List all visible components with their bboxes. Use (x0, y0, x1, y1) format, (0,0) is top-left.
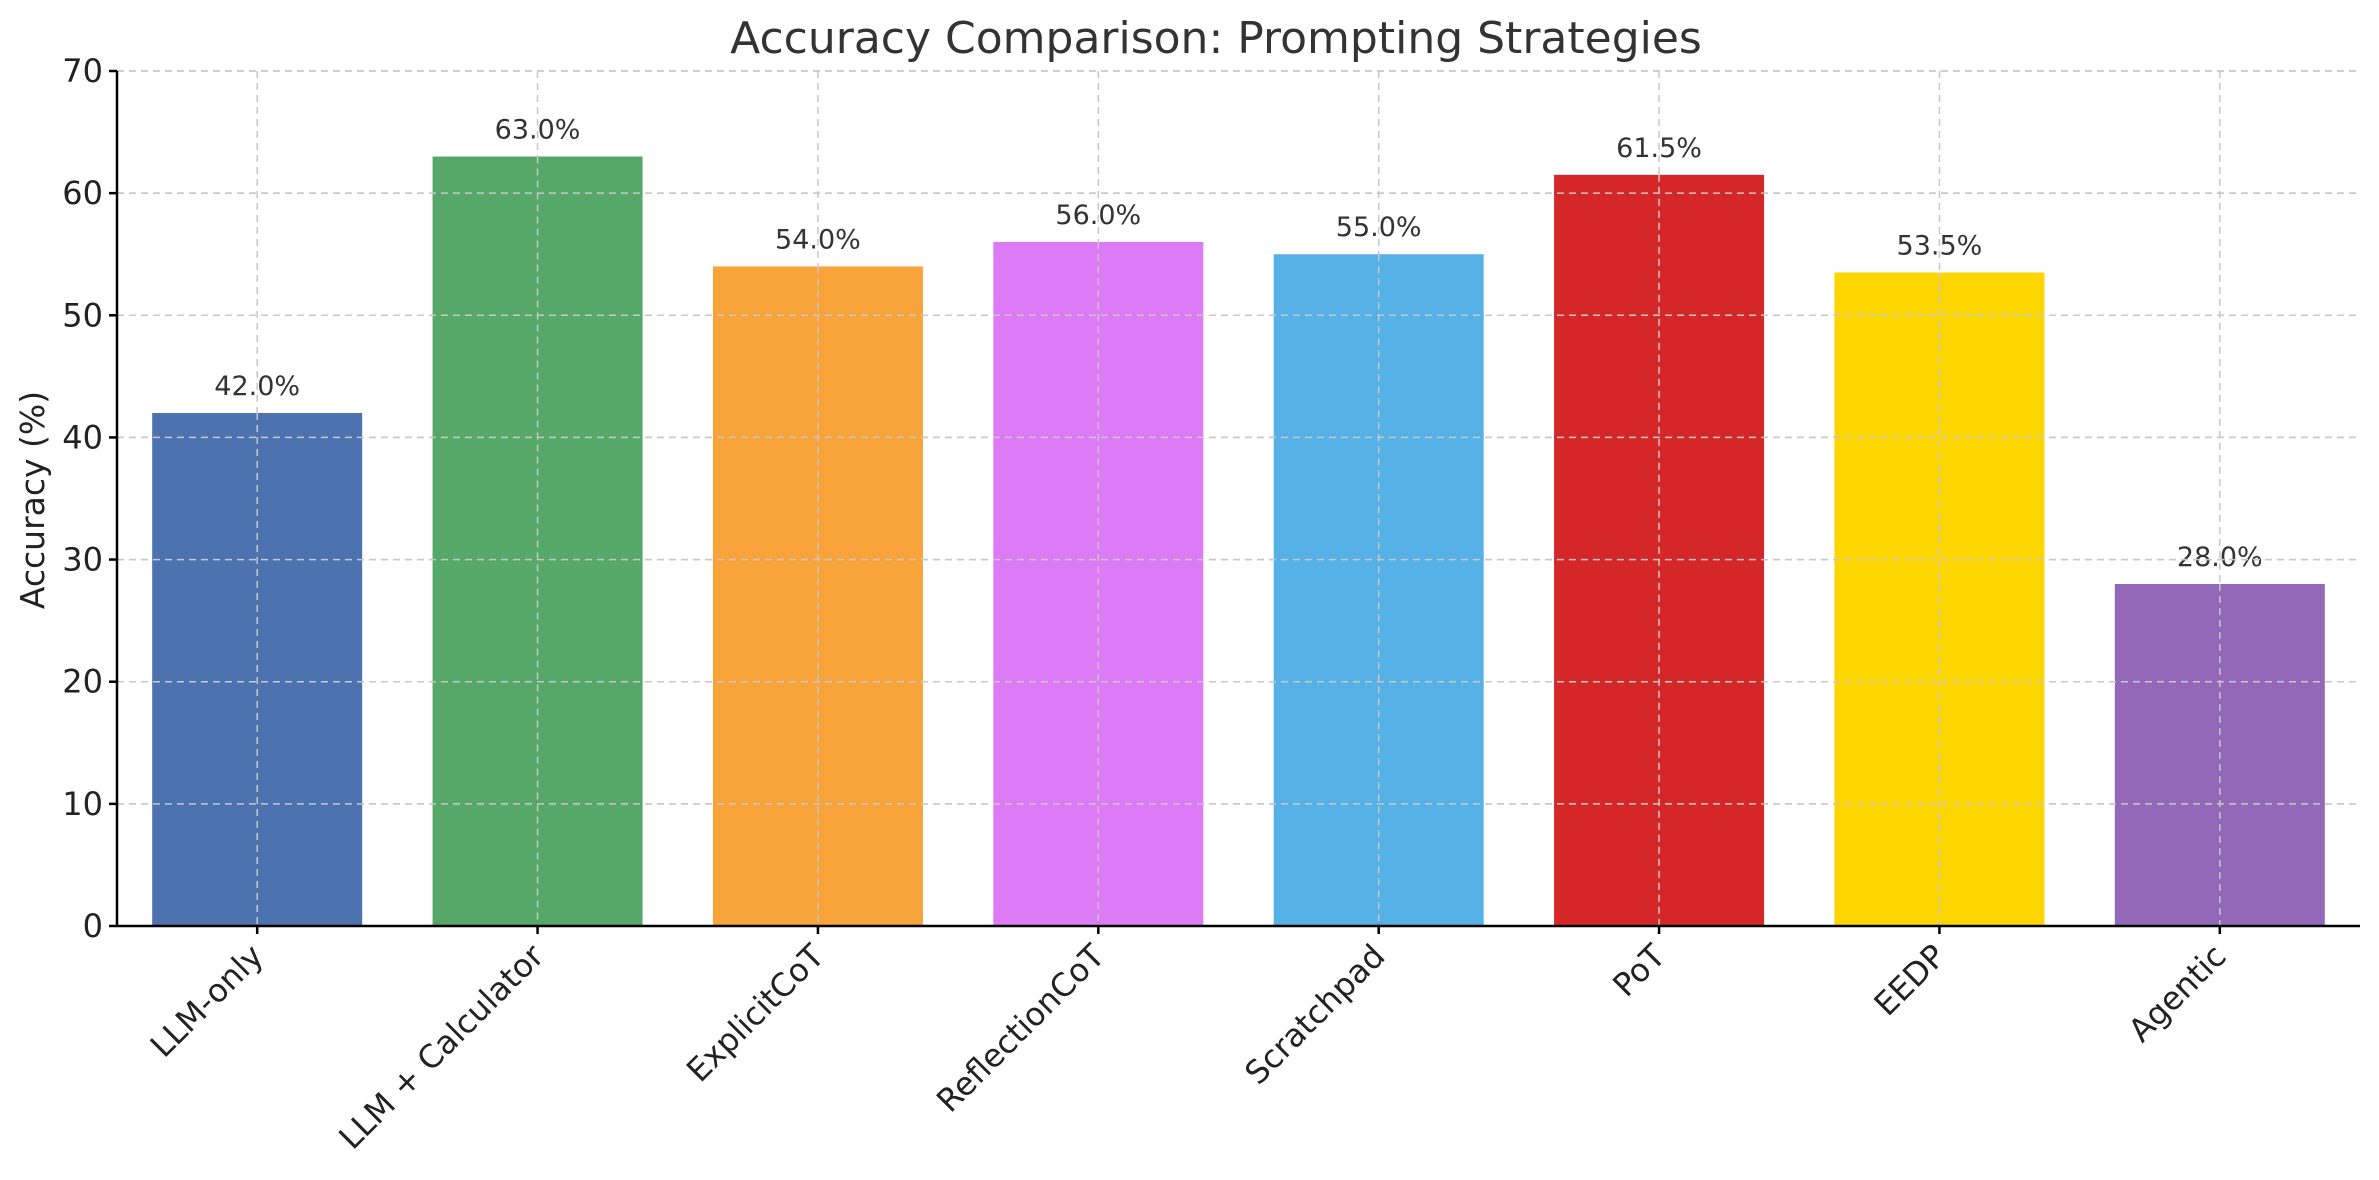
data-label: 56.0% (1055, 200, 1141, 231)
data-label: 42.0% (214, 371, 300, 402)
y-ticks: 0 10 20 30 40 50 60 70 (62, 52, 117, 945)
y-axis-label: Accuracy (%) (13, 391, 52, 609)
x-tick-label: LLM-only (143, 937, 271, 1065)
axes (115, 71, 2360, 928)
x-tick-label: ExplicitCoT (679, 936, 832, 1089)
x-tick-label: PoT (1605, 936, 1673, 1004)
x-tick-label: Agentic (2121, 937, 2234, 1050)
y-tick-label: 60 (62, 174, 103, 212)
data-labels: 42.0% 63.0% 54.0% 56.0% 55.0% 61.5% 53.5% 28.0% (117, 70, 2360, 926)
y-tick-label: 50 (62, 296, 103, 334)
x-tick-label: EEDP (1867, 937, 1954, 1024)
data-label: 53.5% (1897, 231, 1983, 262)
y-tick-label: 30 (62, 541, 103, 579)
y-tick-label: 40 (62, 418, 103, 456)
data-label: 61.5% (1616, 133, 1702, 164)
data-label: 28.0% (2177, 542, 2263, 573)
y-tick-label: 0 (83, 907, 103, 945)
x-tick-label: Scratchpad (1237, 937, 1392, 1092)
data-label: 55.0% (1336, 212, 1422, 243)
y-tick-label: 10 (62, 785, 103, 823)
bars (152, 156, 2325, 927)
data-label: 63.0% (495, 115, 581, 146)
data-label: 54.0% (775, 224, 861, 255)
chart-title: Accuracy Comparison: Prompting Strategie… (730, 13, 1702, 64)
y-tick-label: 70 (62, 52, 103, 90)
x-tick-label: LLM + Calculator (331, 936, 551, 1156)
y-tick-label: 20 (62, 663, 103, 701)
x-ticks: LLM-only LLM + Calculator ExplicitCoT Refle… (143, 926, 2234, 1157)
x-tick-label: ReflectionCoT (929, 936, 1112, 1119)
